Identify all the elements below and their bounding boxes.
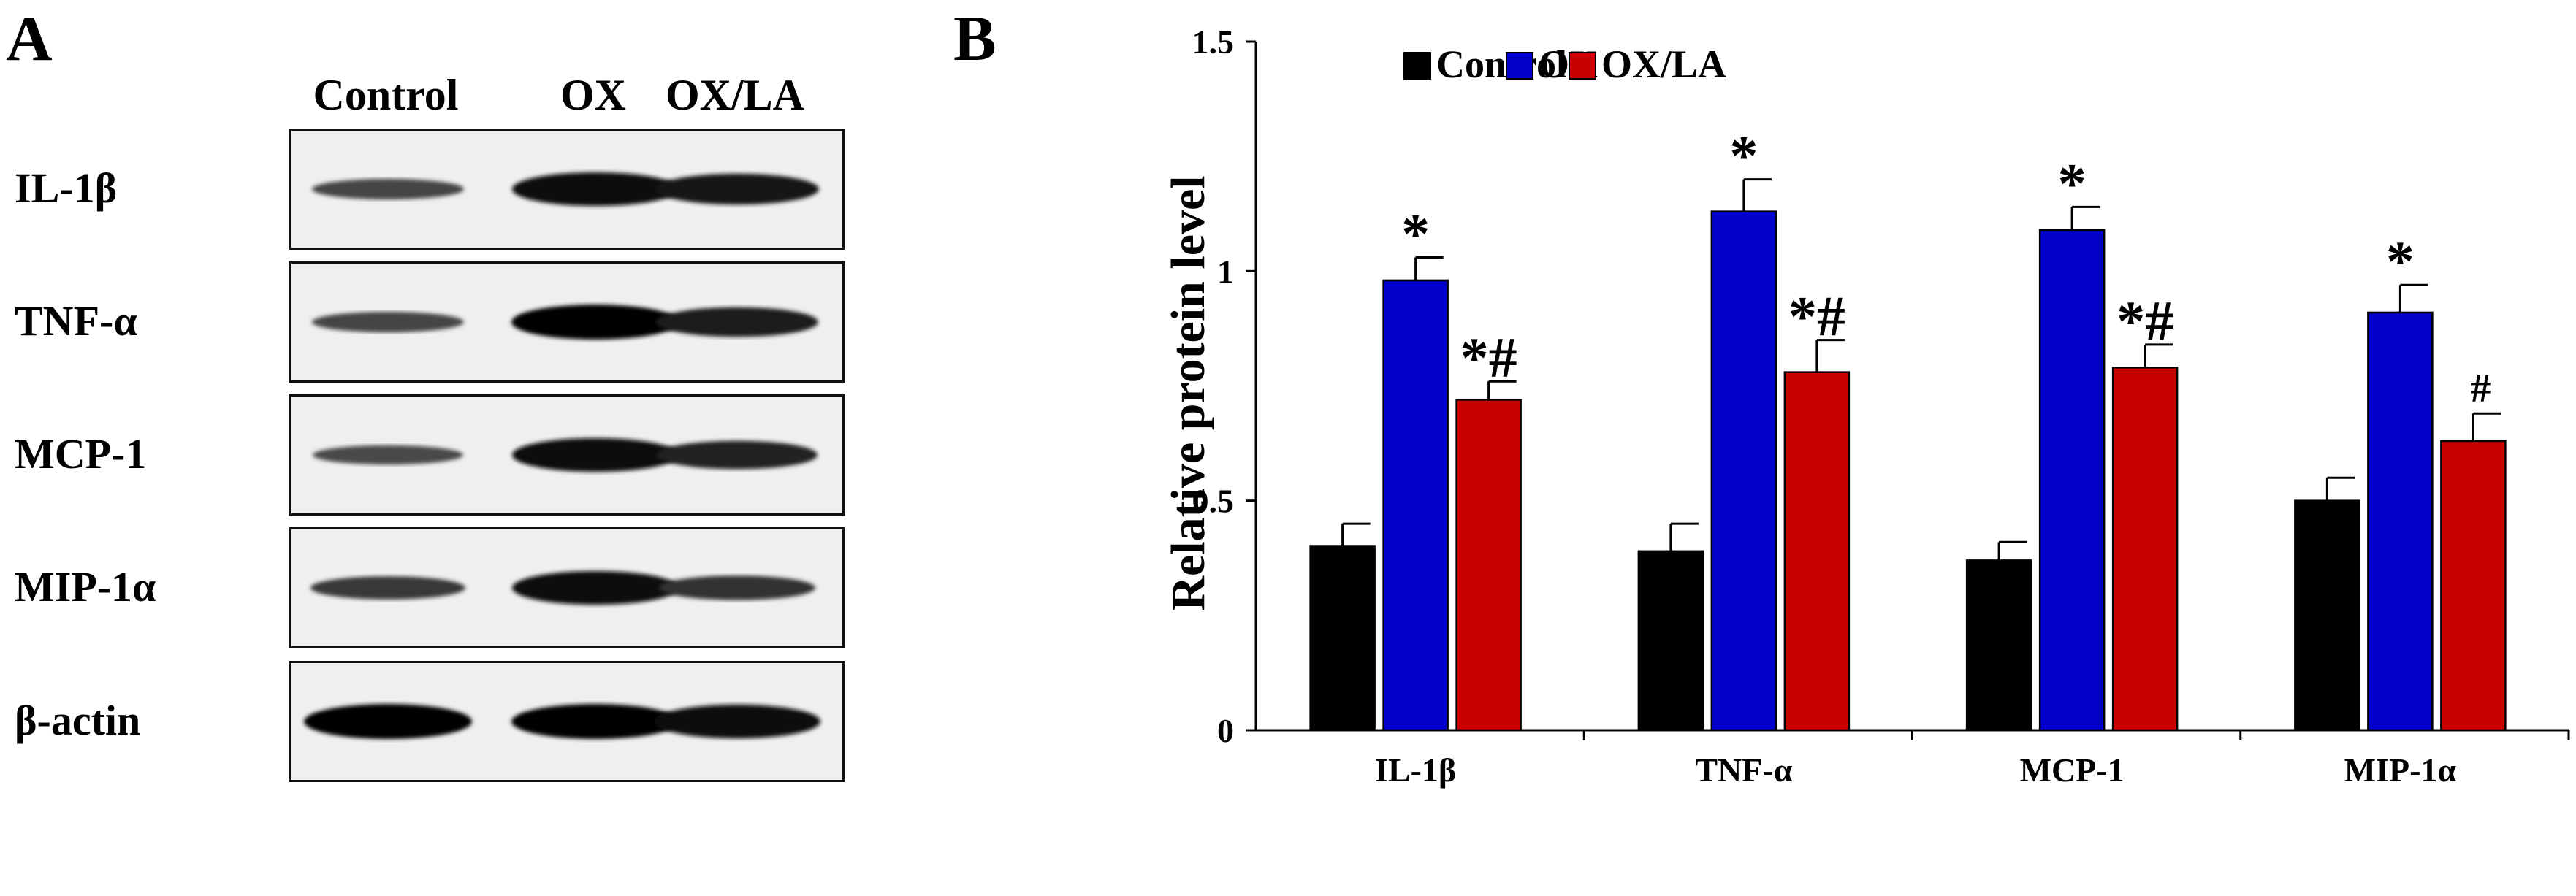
- bar-ox-la: [1783, 371, 1851, 732]
- blot-band: [512, 437, 679, 472]
- lane-label-0: Control: [313, 71, 459, 119]
- blot-band: [310, 576, 465, 600]
- blot-band: [654, 704, 820, 739]
- y-axis-title: Relative protein level: [1162, 175, 1215, 610]
- significance-marker: *: [1729, 124, 1758, 188]
- x-category-label: TNF-α: [1695, 751, 1792, 789]
- legend-label: Control: [1436, 42, 1567, 86]
- bar-ox-la: [2440, 440, 2507, 732]
- blot-strip: [289, 394, 845, 516]
- blot-band: [511, 305, 679, 340]
- bar-ox: [1710, 210, 1777, 732]
- legend-label: OX/LA: [1601, 42, 1726, 86]
- significance-marker: #: [2470, 366, 2491, 411]
- blot-band: [312, 178, 464, 200]
- y-tick-label: 1: [1217, 253, 1234, 290]
- blot-row-label: β-actin: [15, 697, 141, 744]
- y-tick-label: 1.5: [1192, 23, 1235, 61]
- blot-strip: [289, 261, 845, 383]
- blot-band: [312, 311, 464, 333]
- significance-marker: *#: [1460, 326, 1517, 389]
- blot-band: [313, 445, 463, 465]
- significance-marker: *: [2058, 151, 2087, 215]
- lane-label-1: OX: [560, 71, 626, 119]
- panel-a-letter: A: [6, 4, 53, 74]
- blot-strip: [289, 129, 845, 250]
- lane-label-2: OX/LA: [665, 71, 805, 119]
- blot-band: [512, 570, 679, 605]
- blot-band: [656, 307, 818, 337]
- blot-strip: [289, 527, 845, 648]
- bar-control: [2294, 499, 2360, 732]
- x-category-label: IL-1β: [1375, 751, 1456, 789]
- bar-ox: [2038, 229, 2106, 732]
- blot-row-label: IL-1β: [15, 164, 118, 212]
- y-tick-label: 0: [1217, 712, 1234, 749]
- blot-band: [511, 704, 679, 739]
- significance-marker: *#: [2116, 289, 2173, 353]
- bar-ox-la: [2111, 367, 2179, 732]
- legend-swatch: [1403, 52, 1431, 80]
- blot-band: [657, 440, 818, 470]
- legend-swatch: [1569, 52, 1596, 80]
- bar-control: [1965, 559, 2032, 732]
- blot-band: [655, 173, 819, 205]
- panel-b-letter: B: [953, 4, 997, 74]
- y-tick-label: 0.5: [1192, 483, 1235, 520]
- legend-swatch: [1506, 52, 1533, 80]
- blot-band: [512, 172, 679, 207]
- blot-row-label: MIP-1α: [15, 563, 156, 610]
- blot-row-label: MCP-1: [15, 430, 147, 478]
- bar-ox-la: [1455, 399, 1522, 732]
- blot-band: [659, 575, 815, 600]
- blot-band: [304, 704, 472, 739]
- significance-marker: *: [1401, 202, 1430, 265]
- bar-control: [1637, 550, 1704, 732]
- significance-marker: *#: [1788, 285, 1845, 348]
- blot-strip: [289, 661, 845, 782]
- x-category-label: MCP-1: [2020, 751, 2125, 789]
- significance-marker: *: [2386, 229, 2415, 293]
- bar-ox: [2367, 311, 2434, 732]
- bar-ox: [1382, 279, 1449, 732]
- bar-control: [1309, 545, 1376, 732]
- x-category-label: MIP-1α: [2344, 751, 2457, 789]
- blot-row-label: TNF-α: [15, 297, 137, 345]
